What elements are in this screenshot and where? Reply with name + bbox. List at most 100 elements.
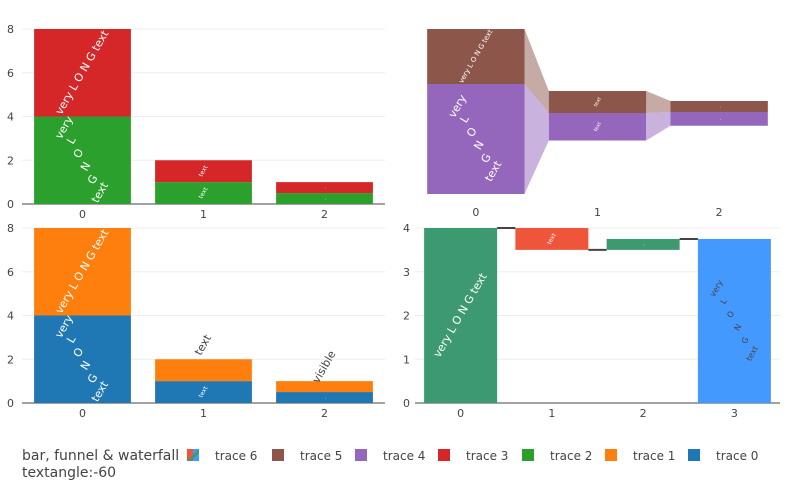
bar-trace-3 (34, 29, 131, 117)
funnel-connector (646, 112, 671, 141)
legend-swatch (605, 449, 617, 461)
x-tick-label: 1 (200, 208, 207, 221)
x-tick-label: 1 (594, 206, 601, 219)
chart-title: textangle:-60 (22, 465, 116, 481)
funnel-connector (524, 29, 549, 113)
y-tick-label: 0 (7, 198, 14, 211)
y-tick-label: 4 (7, 111, 14, 124)
legend-swatch (272, 449, 284, 461)
bar-data-label: . (322, 196, 328, 201)
y-tick-label: 3 (403, 266, 410, 279)
bar-data-label: text (192, 332, 214, 358)
bar-trace-1 (155, 359, 252, 382)
bar-data-label: visible (310, 348, 339, 385)
x-tick-label: 2 (321, 407, 328, 420)
legend-label: trace 0 (716, 449, 758, 463)
y-tick-label: 0 (403, 397, 410, 410)
funnel-data-label: . (717, 117, 723, 122)
y-tick-label: 4 (7, 310, 14, 323)
legend-item: trace 0 (688, 449, 758, 463)
bar-trace-3 (155, 160, 252, 183)
waterfall-data-label-line: N (733, 323, 744, 333)
legend-item: trace 1 (605, 449, 675, 463)
waterfall-bar (697, 238, 771, 403)
legend-item: trace 5 (272, 449, 342, 463)
waterfall-bar (515, 228, 589, 250)
bar-trace-0 (34, 315, 131, 403)
legend-item: trace 4 (355, 449, 425, 463)
y-tick-label: 8 (7, 23, 14, 36)
bar-data-label-line: . (322, 395, 328, 400)
x-tick-label: 2 (321, 208, 328, 221)
legend-swatch (355, 449, 367, 461)
bar-trace-2 (155, 182, 252, 204)
funnel-connector (646, 91, 671, 113)
legend-swatch (522, 449, 534, 461)
legend-label: trace 2 (550, 449, 592, 463)
bar-data-label: . (322, 395, 328, 400)
bar-trace-2 (276, 193, 373, 204)
x-tick-label: 1 (548, 407, 555, 420)
bar-data-label: . (322, 185, 328, 190)
y-tick-label: 0 (7, 397, 14, 410)
y-tick-label: 6 (7, 266, 14, 279)
funnel-bar-trace-5 (548, 91, 647, 113)
waterfall-data-label-line: G (740, 336, 751, 346)
funnel-connector (524, 84, 549, 194)
legend-swatch (187, 449, 199, 461)
funnel-bar-trace-5 (427, 29, 525, 84)
y-tick-label: 8 (7, 222, 14, 235)
x-tick-label: 0 (79, 407, 86, 420)
x-tick-label: 2 (716, 206, 723, 219)
funnel-data-label: text (593, 96, 603, 108)
y-tick-label: 1 (403, 353, 410, 366)
x-tick-label: 3 (731, 407, 738, 420)
legend-swatch (438, 449, 450, 461)
bar-data-label-line: . (322, 196, 328, 201)
legend-label: trace 6 (215, 449, 257, 463)
y-tick-label: 4 (403, 222, 410, 235)
funnel-data-label: . (717, 104, 723, 109)
x-tick-label: 2 (640, 407, 647, 420)
waterfall-data-label-line: O (725, 309, 736, 319)
bar-data-label-line: visible (310, 348, 339, 385)
bar-trace-0 (276, 392, 373, 403)
y-tick-label: 2 (7, 353, 14, 366)
x-tick-label: 1 (200, 407, 207, 420)
funnel-data-label: text (593, 121, 603, 133)
waterfall-data-label-line: L (719, 297, 729, 306)
bar-trace-0 (155, 381, 252, 403)
x-tick-label: 0 (79, 208, 86, 221)
funnel-bar-trace-5 (670, 101, 768, 112)
legend-label: trace 5 (300, 449, 342, 463)
funnel-data-label-line: text (593, 121, 603, 133)
bar-trace-1 (276, 381, 373, 393)
bar-data-label-line: text (192, 332, 214, 358)
funnel-data-label-line: text (593, 96, 603, 108)
bar-trace-3 (276, 182, 373, 194)
legend-item: trace 2 (522, 449, 592, 463)
legend-label: trace 1 (633, 449, 675, 463)
legend-item: trace 6 (187, 449, 257, 463)
bar-trace-1 (34, 228, 131, 316)
funnel-bar-trace-4 (427, 84, 525, 194)
bar-data-label-line: . (322, 185, 328, 190)
y-tick-label: 2 (403, 310, 410, 323)
waterfall-bar (606, 238, 680, 250)
legend-item: trace 3 (438, 449, 508, 463)
y-tick-label: 2 (7, 154, 14, 167)
y-tick-label: 6 (7, 67, 14, 80)
x-tick-label: 0 (472, 206, 479, 219)
chart-title: bar, funnel & waterfall (22, 448, 179, 464)
legend-swatch (688, 449, 700, 461)
funnel-data-label-line: . (717, 117, 723, 122)
waterfall-data-label-line: . (640, 242, 647, 247)
funnel-data-label-line: . (717, 104, 723, 109)
x-tick-label: 0 (457, 407, 464, 420)
waterfall-data-label: . (640, 242, 647, 247)
funnel-bar-trace-4 (670, 112, 768, 126)
waterfall-bar (424, 228, 498, 403)
legend-label: trace 3 (466, 449, 508, 463)
